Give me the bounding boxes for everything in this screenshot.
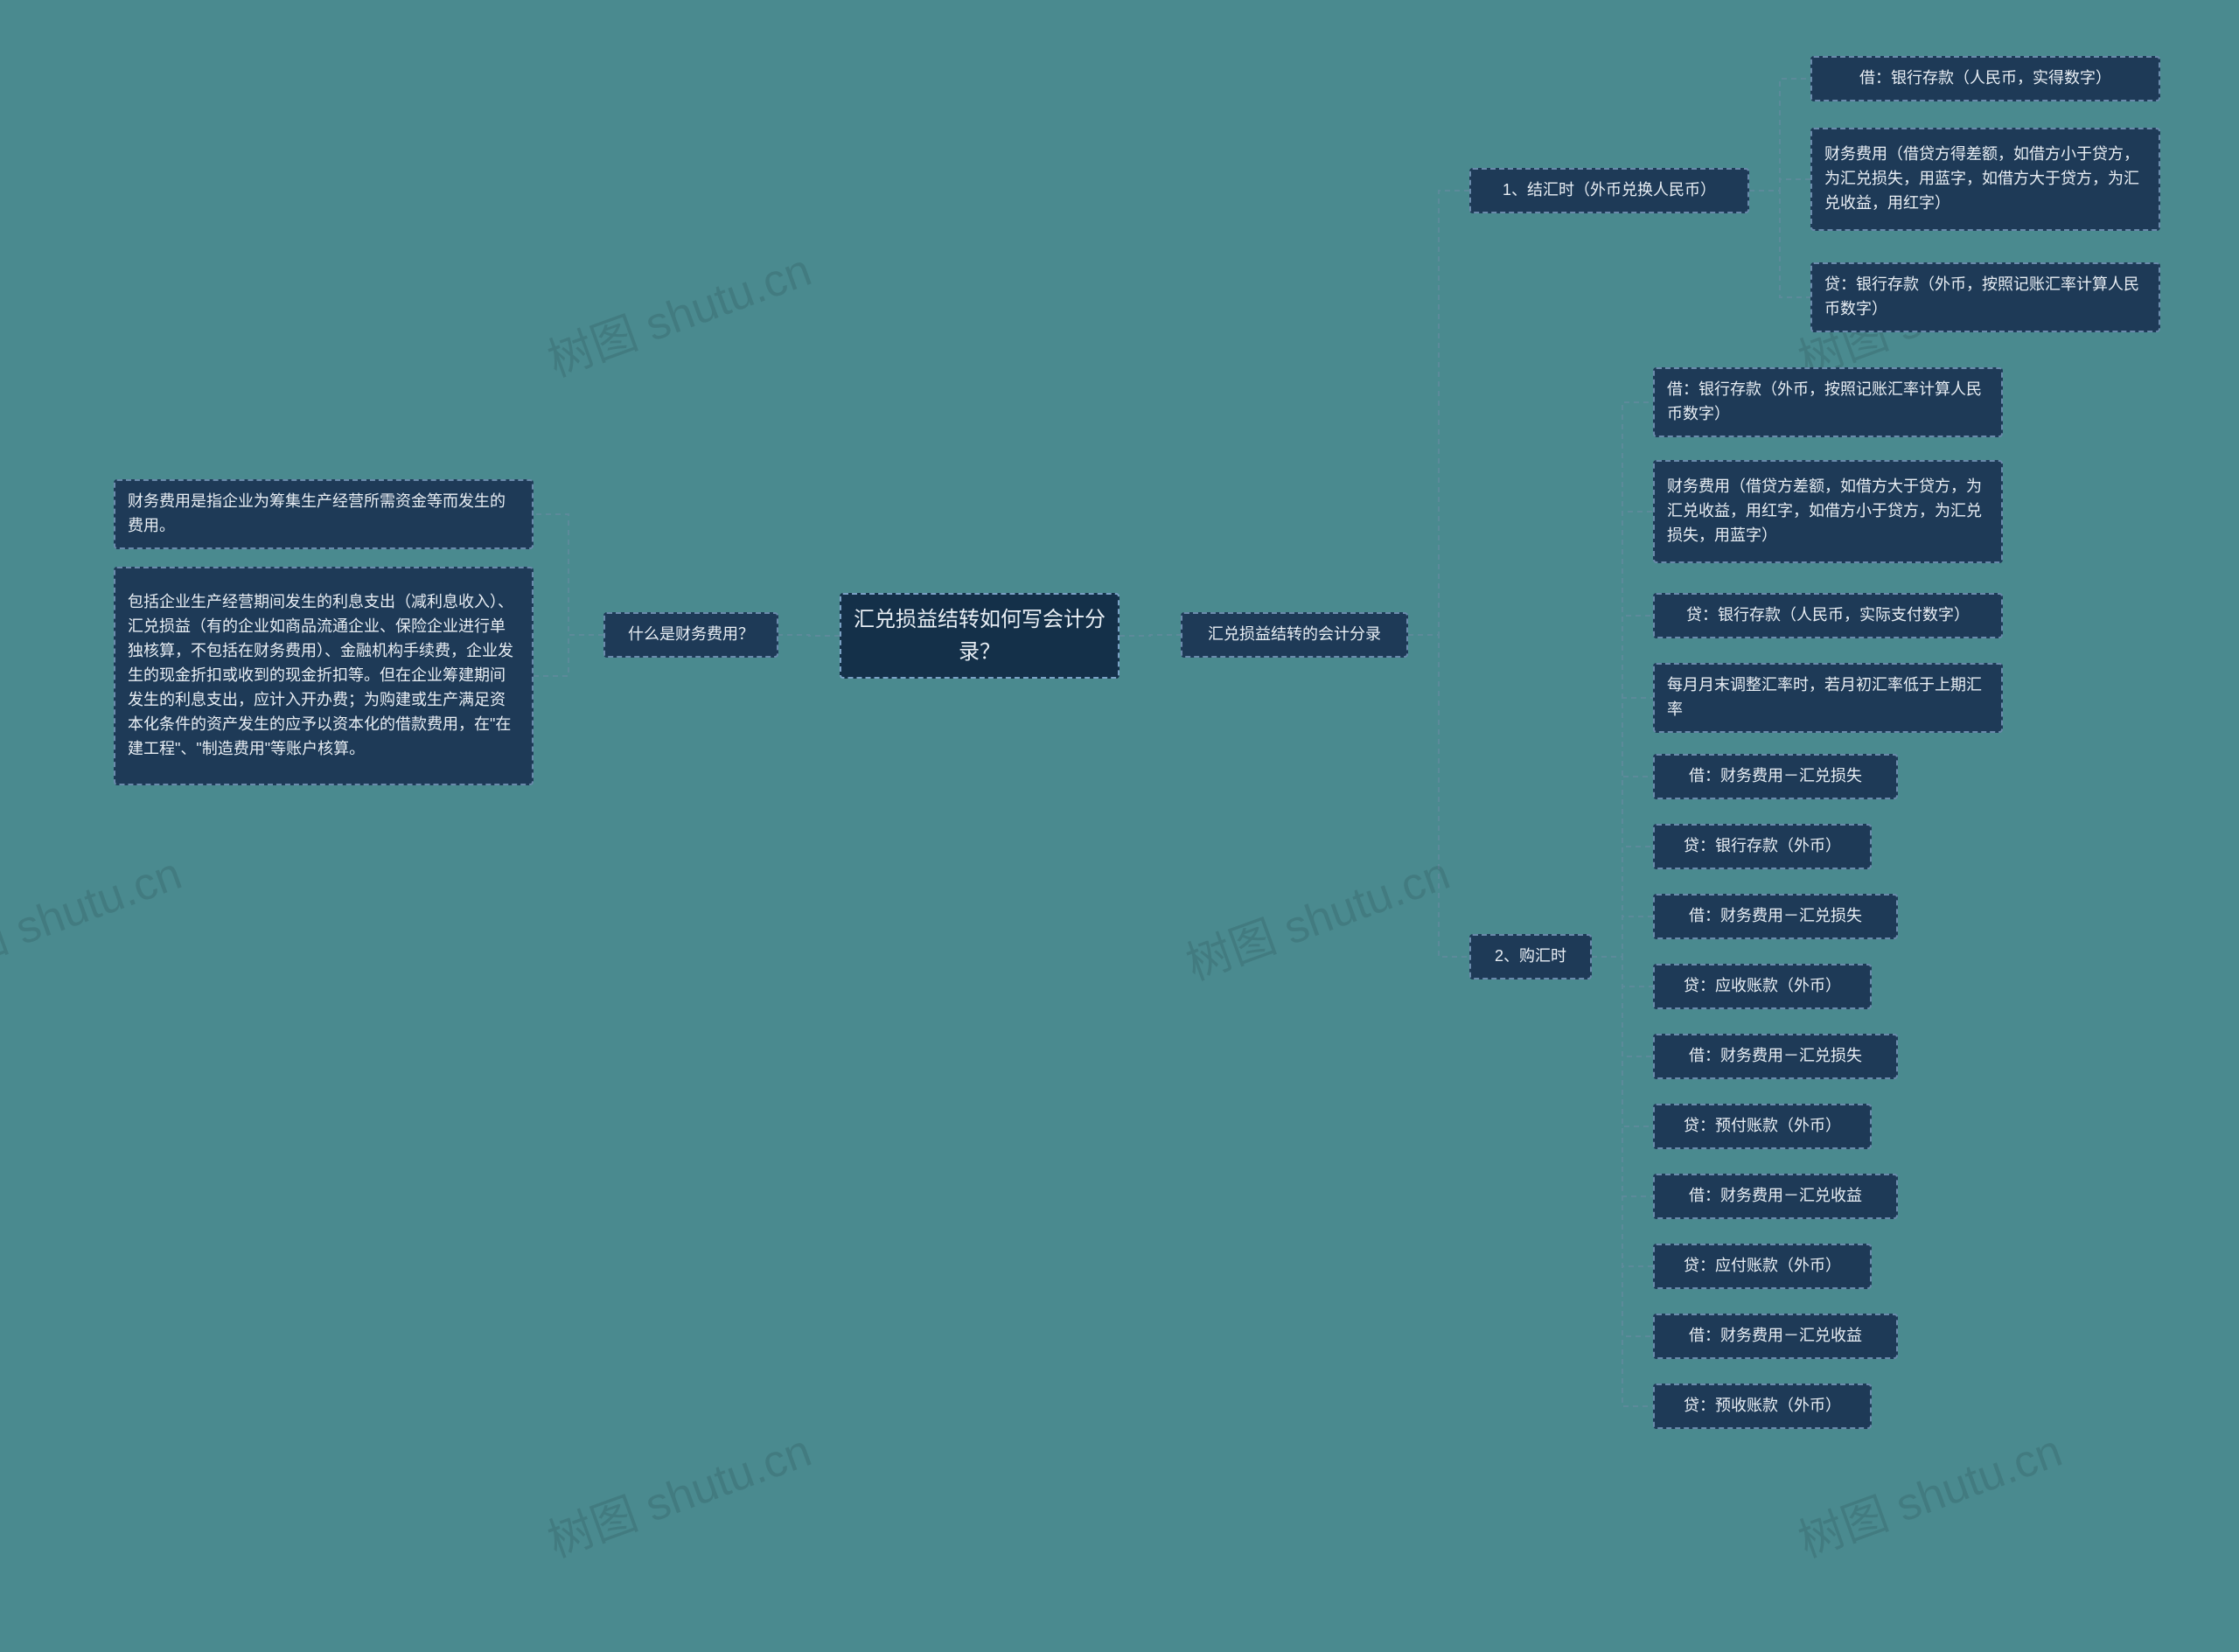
connector	[1408, 635, 1469, 957]
connector	[1408, 191, 1469, 635]
connector	[1592, 917, 1653, 957]
mindmap-node-left_a2[interactable]: 包括企业生产经营期间发生的利息支出（减利息收入）、汇兑损益（有的企业如商品流通企…	[114, 567, 534, 785]
connector	[1592, 957, 1653, 1196]
mindmap-node-left_q[interactable]: 什么是财务费用？	[603, 612, 778, 658]
watermark: 树图 shutu.cn	[1788, 1414, 2069, 1570]
mindmap-node-r2_c8[interactable]: 贷：应收账款（外币）	[1653, 964, 1872, 1009]
mindmap-node-r2_c14[interactable]: 贷：预收账款（外币）	[1653, 1384, 1872, 1429]
connector-layer	[0, 0, 2239, 1652]
mindmap-node-r2_c1[interactable]: 借：银行存款（外币，按照记账汇率计算人民币数字）	[1653, 367, 2003, 437]
mindmap-node-left_a1[interactable]: 财务费用是指企业为筹集生产经营所需资金等而发生的费用。	[114, 479, 534, 549]
mindmap-node-right_q[interactable]: 汇兑损益结转的会计分录	[1181, 612, 1408, 658]
mindmap-node-r2_c5[interactable]: 借：财务费用－汇兑损失	[1653, 754, 1898, 799]
connector	[1592, 957, 1653, 1266]
connector	[1749, 79, 1810, 191]
mindmap-node-r2_c9[interactable]: 借：财务费用－汇兑损失	[1653, 1034, 1898, 1079]
connector	[534, 635, 603, 676]
connector	[778, 635, 840, 636]
mindmap-node-r2_c3[interactable]: 贷：银行存款（人民币，实际支付数字）	[1653, 593, 2003, 638]
mindmap-node-r2[interactable]: 2、购汇时	[1469, 934, 1592, 979]
connector	[1592, 957, 1653, 1126]
connector	[1749, 179, 1810, 191]
connector	[1592, 957, 1653, 986]
watermark: 树图 shutu.cn	[0, 837, 189, 993]
connector	[1592, 957, 1653, 1056]
connector	[1120, 635, 1181, 636]
connector	[1592, 777, 1653, 957]
mindmap-node-r2_c11[interactable]: 借：财务费用－汇兑收益	[1653, 1174, 1898, 1219]
connector	[1592, 957, 1653, 1406]
watermark: 树图 shutu.cn	[537, 234, 819, 389]
connector	[1592, 847, 1653, 957]
watermark: 树图 shutu.cn	[1175, 837, 1457, 993]
mindmap-node-r1_c2[interactable]: 财务费用（借贷方得差额，如借方小于贷方，为汇兑损失，用蓝字，如借方大于贷方，为汇…	[1810, 128, 2160, 231]
connector	[1592, 512, 1653, 957]
mindmap-node-r1_c3[interactable]: 贷：银行存款（外币，按照记账汇率计算人民币数字）	[1810, 262, 2160, 332]
mindmap-node-r2_c7[interactable]: 借：财务费用－汇兑损失	[1653, 894, 1898, 939]
mindmap-node-r2_c10[interactable]: 贷：预付账款（外币）	[1653, 1104, 1872, 1149]
connector	[1592, 698, 1653, 957]
mindmap-node-r1[interactable]: 1、结汇时（外币兑换人民币）	[1469, 168, 1749, 213]
connector	[1592, 957, 1653, 1336]
connector	[1592, 402, 1653, 957]
connector	[1592, 616, 1653, 957]
mindmap-node-r2_c13[interactable]: 借：财务费用－汇兑收益	[1653, 1314, 1898, 1359]
connector	[534, 514, 603, 635]
mindmap-node-r2_c4[interactable]: 每月月末调整汇率时，若月初汇率低于上期汇率	[1653, 663, 2003, 733]
mindmap-canvas: 树图 shutu.cn 树图 shutu.cn 树图 shutu.cn 树图 shut…	[0, 0, 2239, 1652]
connector	[1749, 191, 1810, 297]
mindmap-node-r2_c12[interactable]: 贷：应付账款（外币）	[1653, 1244, 1872, 1289]
mindmap-node-r1_c1[interactable]: 借：银行存款（人民币，实得数字）	[1810, 56, 2160, 101]
mindmap-node-r2_c6[interactable]: 贷：银行存款（外币）	[1653, 824, 1872, 869]
mindmap-node-r2_c2[interactable]: 财务费用（借贷方差额，如借方大于贷方，为汇兑收益，用红字，如借方小于贷方，为汇兑…	[1653, 460, 2003, 563]
watermark: 树图 shutu.cn	[537, 1414, 819, 1570]
mindmap-node-root[interactable]: 汇兑损益结转如何写会计分录？	[840, 593, 1120, 679]
